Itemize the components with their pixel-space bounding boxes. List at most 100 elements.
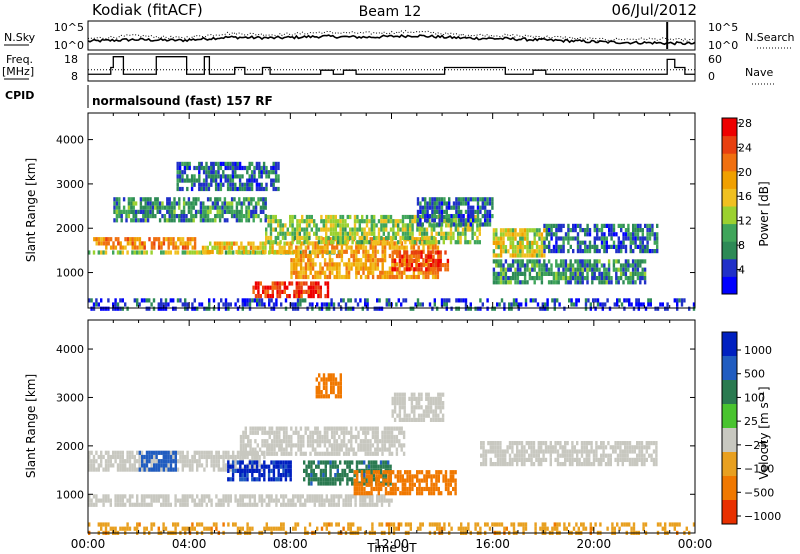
scatter-cell — [169, 467, 173, 472]
scatter-cell — [351, 468, 354, 473]
scatter-cell — [181, 498, 184, 503]
scatter-cell — [190, 214, 193, 219]
scatter-cell — [292, 498, 295, 503]
scatter-cell — [248, 502, 252, 507]
scatter-cell — [644, 236, 647, 241]
scatter-cell — [90, 298, 93, 303]
scatter-cell — [605, 280, 608, 285]
scatter-cell — [655, 457, 658, 462]
scatter-cell — [223, 245, 226, 250]
scatter-cell — [179, 450, 182, 455]
scatter-cell — [280, 494, 283, 499]
scatter-cell — [327, 373, 330, 378]
scatter-cell — [373, 306, 376, 311]
scatter-cell — [538, 245, 541, 250]
scatter-cell — [369, 253, 372, 259]
scatter-cell — [384, 464, 387, 469]
scatter-cell — [576, 223, 580, 228]
scatter-cell — [632, 236, 635, 241]
scatter-cell — [165, 454, 168, 460]
scatter-cell — [160, 450, 163, 455]
scatter-cell — [612, 228, 616, 233]
scatter-cell — [190, 218, 193, 223]
scatter-cell — [357, 245, 360, 250]
scatter-cell — [590, 462, 593, 467]
scatter-cell — [595, 449, 598, 454]
scatter-cell — [255, 460, 259, 465]
scatter-cell — [282, 498, 285, 503]
scatter-cell — [238, 218, 241, 223]
scatter-cell — [507, 236, 510, 241]
scatter-cell — [377, 231, 381, 236]
scatter-cell — [330, 302, 333, 307]
scatter-cell — [358, 235, 361, 241]
scatter-cell — [274, 165, 278, 171]
scatter-cell — [347, 266, 351, 271]
scatter-cell — [436, 201, 439, 206]
scatter-cell — [144, 197, 147, 202]
scatter-cell — [345, 426, 348, 431]
scatter-cell — [228, 209, 231, 214]
scatter-cell — [576, 263, 580, 268]
scatter-cell — [233, 214, 236, 219]
scatter-cell — [355, 460, 359, 465]
scatter-cell — [404, 214, 407, 220]
scatter-cell — [499, 276, 503, 281]
scatter-cell — [408, 396, 411, 401]
scatter-cell — [428, 474, 431, 479]
scatter-cell — [432, 486, 436, 492]
scatter-cell — [619, 276, 623, 281]
scatter-cell — [274, 170, 278, 175]
scatter-cell — [607, 462, 610, 467]
scatter-cell — [641, 259, 644, 264]
scatter-cell — [395, 253, 399, 259]
scatter-cell — [359, 494, 362, 499]
scatter-cell — [283, 281, 286, 286]
scatter-cell — [538, 276, 541, 281]
scatter-cell — [265, 464, 268, 469]
scatter-cell — [114, 454, 117, 460]
scatter-cell — [341, 468, 344, 473]
scatter-cell — [236, 161, 239, 166]
scatter-cell — [416, 486, 419, 492]
scatter-cell — [394, 474, 397, 479]
scatter-cell — [257, 289, 260, 294]
scatter-cell — [228, 245, 231, 250]
scatter-cell — [317, 235, 321, 241]
scatter-cell — [314, 430, 317, 435]
scatter-cell — [401, 231, 405, 236]
scatter-cell — [250, 186, 254, 192]
scatter-cell — [610, 244, 613, 249]
scatter-cell — [209, 197, 212, 202]
scatter-cell — [521, 245, 524, 250]
scatter-cell — [612, 263, 616, 268]
scatter-cell — [359, 447, 363, 452]
scatter-cell — [416, 201, 420, 206]
scatter-cell — [133, 237, 137, 242]
scatter-cell — [261, 426, 264, 431]
scatter-cell — [193, 306, 196, 311]
scatter-cell — [398, 401, 402, 406]
scatter-cell — [511, 449, 514, 454]
scatter-cell — [530, 453, 533, 458]
scatter-cell — [628, 298, 631, 303]
scatter-cell — [161, 214, 164, 219]
scatter-cell — [377, 474, 380, 479]
scatter-cell — [216, 245, 219, 250]
scatter-cell — [349, 231, 352, 236]
scatter-cell — [191, 494, 194, 499]
scatter-cell — [304, 245, 308, 250]
scatter-cell — [355, 464, 359, 469]
scatter-cell — [178, 218, 181, 223]
freq-left-tick-top: 18 — [64, 53, 78, 66]
scatter-cell — [639, 259, 642, 264]
scatter-cell — [186, 178, 189, 183]
scatter-cell — [462, 214, 465, 219]
scatter-cell — [424, 197, 427, 202]
power-colorbar-frame — [721, 117, 738, 295]
scatter-cell — [117, 237, 120, 242]
scatter-cell — [377, 470, 380, 475]
scatter-cell — [586, 249, 589, 254]
scatter-cell — [605, 276, 608, 281]
scatter-cell — [588, 228, 592, 233]
